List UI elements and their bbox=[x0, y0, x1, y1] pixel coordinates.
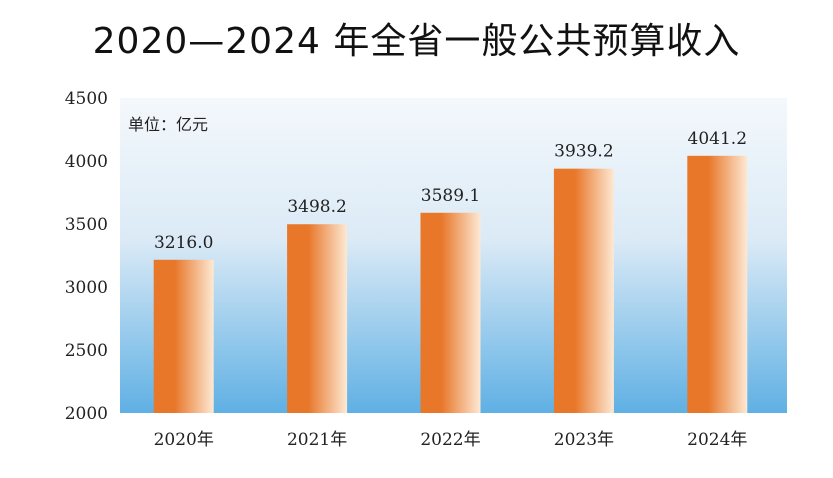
bar-value-label: 4041.2 bbox=[688, 129, 747, 149]
bar-value-label: 3589.1 bbox=[421, 186, 480, 206]
chart-title: 2020—2024 年全省一般公共预算收入 bbox=[92, 21, 741, 62]
bar bbox=[153, 259, 214, 413]
bar bbox=[553, 168, 614, 413]
x-tick-label: 2022年 bbox=[420, 430, 480, 450]
y-tick-label: 4500 bbox=[65, 89, 108, 109]
y-tick-label: 3500 bbox=[65, 215, 108, 235]
y-tick-label: 3000 bbox=[65, 278, 108, 298]
y-tick-label: 2500 bbox=[65, 341, 108, 361]
bar bbox=[420, 212, 481, 413]
x-tick-label: 2024年 bbox=[687, 430, 747, 450]
bar-value-label: 3216.0 bbox=[154, 233, 213, 253]
y-tick-label: 4000 bbox=[65, 152, 108, 172]
bar-value-label: 3498.2 bbox=[287, 197, 346, 217]
bar-value-label: 3939.2 bbox=[554, 142, 613, 162]
bar bbox=[287, 224, 348, 413]
x-tick-label: 2021年 bbox=[287, 430, 347, 450]
x-tick-label: 2020年 bbox=[154, 430, 214, 450]
unit-label: 单位：亿元 bbox=[128, 115, 208, 134]
y-tick-label: 2000 bbox=[65, 404, 108, 424]
bar bbox=[687, 155, 748, 413]
x-tick-label: 2023年 bbox=[554, 430, 614, 450]
